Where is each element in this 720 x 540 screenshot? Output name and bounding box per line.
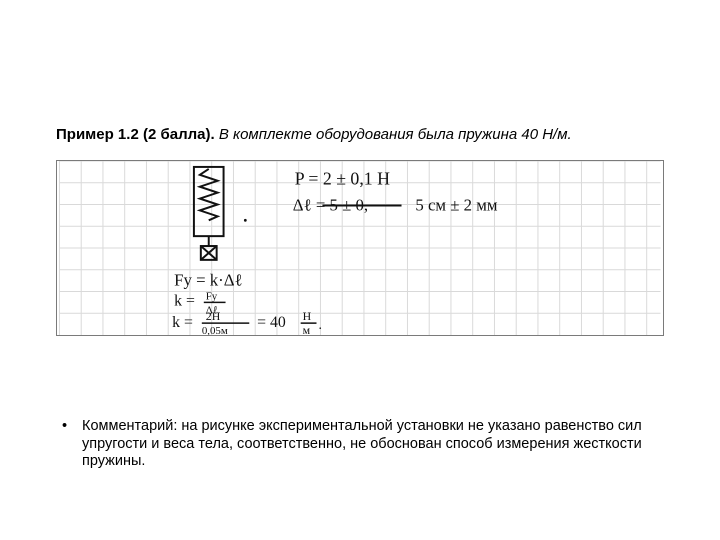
svg-text:0,05м: 0,05м — [202, 325, 228, 335]
svg-text:k =: k = — [172, 314, 193, 331]
svg-text:Fу: Fу — [206, 290, 218, 302]
svg-text:.: . — [318, 317, 321, 332]
scan-figure: P = 2 ± 0,1 H Δℓ = 5 ± 0, 5 см ± 2 мм Fу… — [56, 160, 664, 336]
eq1: Fу = k·Δℓ — [174, 271, 242, 290]
heading-italic: В комплекте оборудования была пружина 40… — [219, 126, 572, 143]
dot — [244, 219, 247, 222]
example-heading: Пример 1.2 (2 балла). В комплекте оборуд… — [56, 126, 664, 145]
svg-text:Н: Н — [303, 309, 312, 323]
svg-text:2H: 2H — [206, 309, 221, 323]
svg-text:k =: k = — [174, 292, 195, 309]
handwriting: P = 2 ± 0,1 H Δℓ = 5 ± 0, 5 см ± 2 мм Fу… — [172, 169, 498, 335]
p-value: P = 2 ± 0,1 H — [295, 169, 390, 189]
figure-svg: P = 2 ± 0,1 H Δℓ = 5 ± 0, 5 см ± 2 мм Fу… — [57, 161, 663, 335]
page: Пример 1.2 (2 балла). В комплекте оборуд… — [0, 0, 720, 540]
bullet-icon: • — [62, 418, 67, 434]
svg-text:м: м — [303, 323, 311, 335]
heading-bold: Пример 1.2 (2 балла). — [56, 126, 215, 143]
apparatus-sketch — [194, 167, 224, 260]
svg-text:= 40: = 40 — [257, 314, 286, 331]
comment-text: Комментарий: на рисунке экспериментально… — [82, 418, 664, 471]
dl-new: 5 см ± 2 мм — [415, 195, 498, 214]
